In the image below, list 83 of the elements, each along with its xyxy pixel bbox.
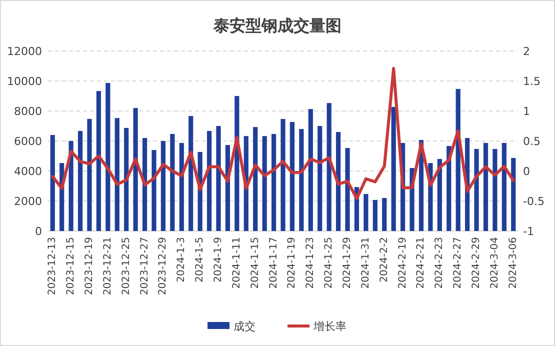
x-tick-label: 2024-1-9 (212, 237, 224, 282)
bar (308, 109, 313, 231)
x-tick-label: 2024-3-04 (489, 237, 500, 289)
x-tick-label: 2024-1-23 (305, 237, 316, 289)
legend-label: 成交 (234, 320, 256, 333)
bar (502, 142, 506, 231)
bar (188, 116, 194, 231)
bar (446, 146, 452, 231)
bar (124, 128, 129, 231)
y2-tick-label: 0 (523, 165, 530, 178)
bar (152, 150, 156, 231)
x-tick-label: 2024-1-29 (342, 237, 354, 289)
bar (253, 127, 258, 231)
bar (160, 141, 166, 231)
y2-tick-label: 1 (523, 105, 530, 118)
bar (78, 130, 83, 231)
bar (364, 194, 368, 231)
x-tick-label: 2024-2-19 (397, 237, 408, 289)
bar (299, 129, 304, 231)
line-series (51, 66, 515, 200)
x-tick-label: 2024-2-27 (452, 237, 464, 289)
bar (280, 118, 286, 231)
bar (87, 118, 92, 231)
bar (96, 91, 101, 231)
x-tick-label: 2024-1-11 (231, 237, 242, 289)
x-tick-label: 2024-1-5 (194, 237, 206, 282)
bar (290, 122, 295, 231)
x-tick-label: 2024-2-29 (471, 237, 482, 289)
bar (336, 132, 341, 231)
y-tick-label: 8000 (14, 105, 42, 118)
x-tick-label: 2024-2-21 (416, 237, 427, 289)
x-tick-label: 2023-12-21 (102, 237, 114, 296)
bar (345, 148, 350, 231)
bar (68, 141, 74, 231)
bar (492, 148, 498, 231)
bar (474, 148, 479, 231)
y-tick-label: 0 (35, 225, 42, 238)
x-tick-label: 2024-2-23 (434, 237, 446, 289)
bar (106, 82, 110, 231)
x-tick-label: 2024-1-19 (286, 237, 298, 289)
x-tick-label: 2024-2-2 (378, 237, 390, 282)
legend-label: 增长率 (312, 320, 346, 333)
bar (511, 158, 516, 231)
bar (216, 126, 221, 231)
bar (179, 142, 184, 231)
x-tick-label: 2024-1-31 (360, 237, 372, 289)
bar (437, 159, 442, 231)
x-tick-label: 2024-1-15 (250, 237, 261, 289)
y-tick-label: 2000 (14, 195, 42, 208)
bar (391, 106, 396, 231)
x-tick-label: 2024-3-06 (508, 237, 519, 289)
chart-title: 泰安型钢成交量图 (212, 16, 342, 35)
bar (133, 108, 138, 231)
bar (372, 200, 378, 231)
x-tick-label: 2023-12-19 (84, 237, 95, 296)
bar (114, 118, 120, 231)
bar (170, 134, 175, 231)
x-tick-label: 2024-1-25 (324, 237, 335, 289)
x-tick-label: 2023-12-13 (47, 237, 58, 296)
bar (382, 198, 387, 231)
x-tick-label: 2024-1-17 (268, 237, 280, 289)
bar (483, 142, 488, 231)
bar (50, 135, 55, 231)
y-tick-label: 10000 (7, 75, 42, 88)
bar (142, 138, 148, 231)
y2-tick-label: -0.5 (523, 195, 544, 208)
x-tick-label: 2023-12-29 (158, 237, 169, 296)
bar (206, 130, 212, 231)
bar (262, 136, 267, 231)
y-tick-label: 4000 (14, 165, 42, 178)
x-tick-label: 2023-12-15 (66, 237, 77, 296)
y2-tick-label: 0.5 (523, 135, 540, 148)
y2-tick-label: 1.5 (523, 75, 540, 88)
y2-tick-label: 2 (523, 45, 530, 58)
bar (326, 103, 332, 231)
bar (318, 126, 322, 231)
x-tick-label: 2023-12-27 (139, 237, 150, 296)
bar (271, 134, 276, 231)
x-tick-label: 2023-12-25 (120, 237, 132, 296)
y2-tick-label: -1 (523, 225, 534, 238)
y-tick-label: 6000 (14, 135, 42, 148)
x-tick-label: 2024-1-3 (176, 237, 188, 282)
y-tick-label: 12000 (7, 45, 42, 58)
